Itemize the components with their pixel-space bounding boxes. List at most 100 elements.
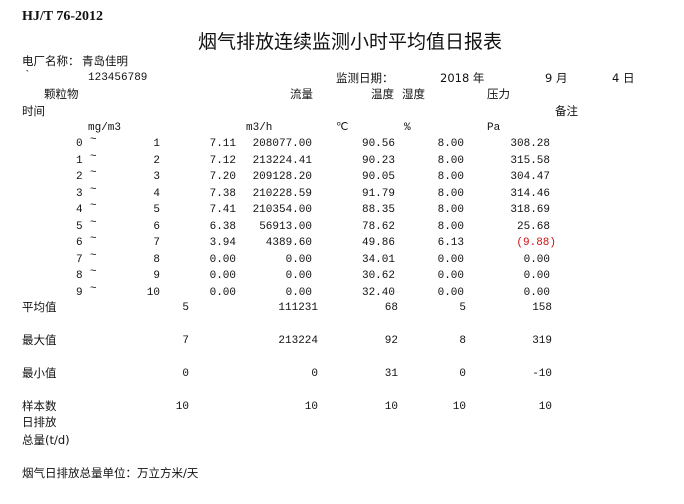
cell-temperature: 91.79 [361,187,395,200]
summary-label: 最小值 [22,366,57,380]
summary-label: 最大值 [22,333,57,347]
cell-from: 6 [76,237,83,249]
summary-particulate: 5 [182,302,189,314]
cell-pressure: 0.00 [523,286,550,299]
cell-to: 1 [153,138,160,150]
summary-pressure: 158 [532,302,552,314]
cell-temperature: 90.05 [361,171,395,183]
cell-temperature: 30.62 [361,270,395,282]
summary-humidity: 10 [452,401,466,413]
cell-sep: ~ [90,282,97,295]
summary-label: 平均值 [22,300,57,314]
summary-temperature: 92 [384,335,398,347]
cell-to: 8 [153,253,160,266]
col-temperature: 温度 [371,87,394,101]
cell-particulate: 0.00 [209,253,236,266]
daily-emission-label: 日排放 [22,415,57,429]
summary-flow: 0 [311,368,318,380]
summary-humidity: 5 [459,302,466,314]
summary-label: 样本数 [22,399,57,413]
cell-particulate: 0.00 [209,286,236,299]
cell-pressure: 0.00 [523,270,550,282]
date-month: 9 月 [545,71,568,85]
cell-pressure: 315.58 [510,154,550,167]
cell-humidity: 8.00 [437,204,464,216]
cell-from: 9 [76,286,83,299]
unit-flow: m3/h [246,122,273,134]
cell-pressure: 314.46 [510,187,550,200]
cell-sep: ~ [90,266,97,278]
date-label: 监测日期： [336,71,394,85]
cell-sep: ~ [90,200,97,212]
cell-to: 6 [153,220,160,233]
daily-emission-total-label: 总量(t/d) [22,433,70,447]
cell-temperature: 34.01 [361,253,395,266]
cell-temperature: 88.35 [361,204,395,216]
cell-flow: 210354.00 [252,204,312,216]
cell-temperature: 90.23 [361,154,395,167]
page-title: 烟气排放连续监测小时平均值日报表 [198,31,503,53]
cell-particulate: 7.41 [209,204,236,216]
summary-temperature: 68 [384,302,398,314]
cell-humidity: 8.00 [437,171,464,183]
cell-humidity: 0.00 [437,253,464,266]
summary-humidity: 0 [459,368,466,380]
cell-sep: ~ [90,183,97,196]
cell-sep: ~ [90,233,97,245]
cell-flow: 213224.41 [252,154,312,167]
cell-from: 0 [76,138,83,150]
cell-flow: 56913.00 [259,220,312,233]
summary-pressure: -10 [532,368,552,380]
cell-to: 3 [153,171,160,183]
cell-sep: ~ [90,150,97,163]
cell-flow: 0.00 [285,270,312,282]
summary-flow: 111231 [278,302,318,314]
cell-flow: 210228.59 [252,187,312,200]
cell-flow: 4389.60 [265,237,312,249]
cell-from: 8 [76,270,83,282]
col-remarks: 备注 [555,104,578,118]
cell-flow: 208077.00 [252,138,312,150]
cell-humidity: 6.13 [437,237,464,249]
cell-humidity: 8.00 [437,154,464,167]
plant-name: 青岛佳明 [82,54,128,68]
cell-humidity: 8.00 [437,220,464,233]
cell-particulate: 3.94 [209,237,236,249]
cell-to: 9 [153,270,160,282]
summary-particulate: 0 [182,368,189,380]
cell-from: 4 [76,204,83,216]
id-number: 123456789 [88,72,148,84]
summary-pressure: 10 [538,401,552,413]
summary-flow: 10 [304,401,318,413]
cell-to: 10 [146,286,160,299]
unit-temperature: ℃ [336,122,349,134]
cell-pressure: (9.88) [516,237,556,249]
cell-pressure: 304.47 [510,171,550,183]
summary-temperature: 10 [384,401,398,413]
cell-humidity: 0.00 [437,270,464,282]
cell-temperature: 90.56 [361,138,395,150]
cell-from: 7 [76,253,83,266]
cell-to: 5 [153,204,160,216]
tick-mark: ` [24,70,31,82]
unit-particulate: mg/m3 [88,122,122,134]
col-flow: 流量 [290,87,313,101]
cell-particulate: 0.00 [209,270,236,282]
standard-code: HJ/T 76-2012 [22,9,104,24]
cell-from: 5 [76,220,83,233]
cell-pressure: 318.69 [510,204,550,216]
cell-humidity: 8.00 [437,138,464,150]
summary-particulate: 7 [182,335,189,347]
cell-to: 7 [153,237,160,249]
cell-humidity: 8.00 [437,187,464,200]
date-year: 2018 年 [440,71,485,85]
summary-pressure: 319 [532,335,552,347]
cell-particulate: 7.38 [209,187,236,200]
cell-temperature: 78.62 [361,220,395,233]
cell-from: 3 [76,187,83,200]
unit-humidity: % [404,122,411,134]
cell-temperature: 32.40 [361,286,395,299]
cell-sep: ~ [90,167,97,179]
cell-pressure: 308.28 [510,138,550,150]
col-humidity: 湿度 [402,87,425,101]
